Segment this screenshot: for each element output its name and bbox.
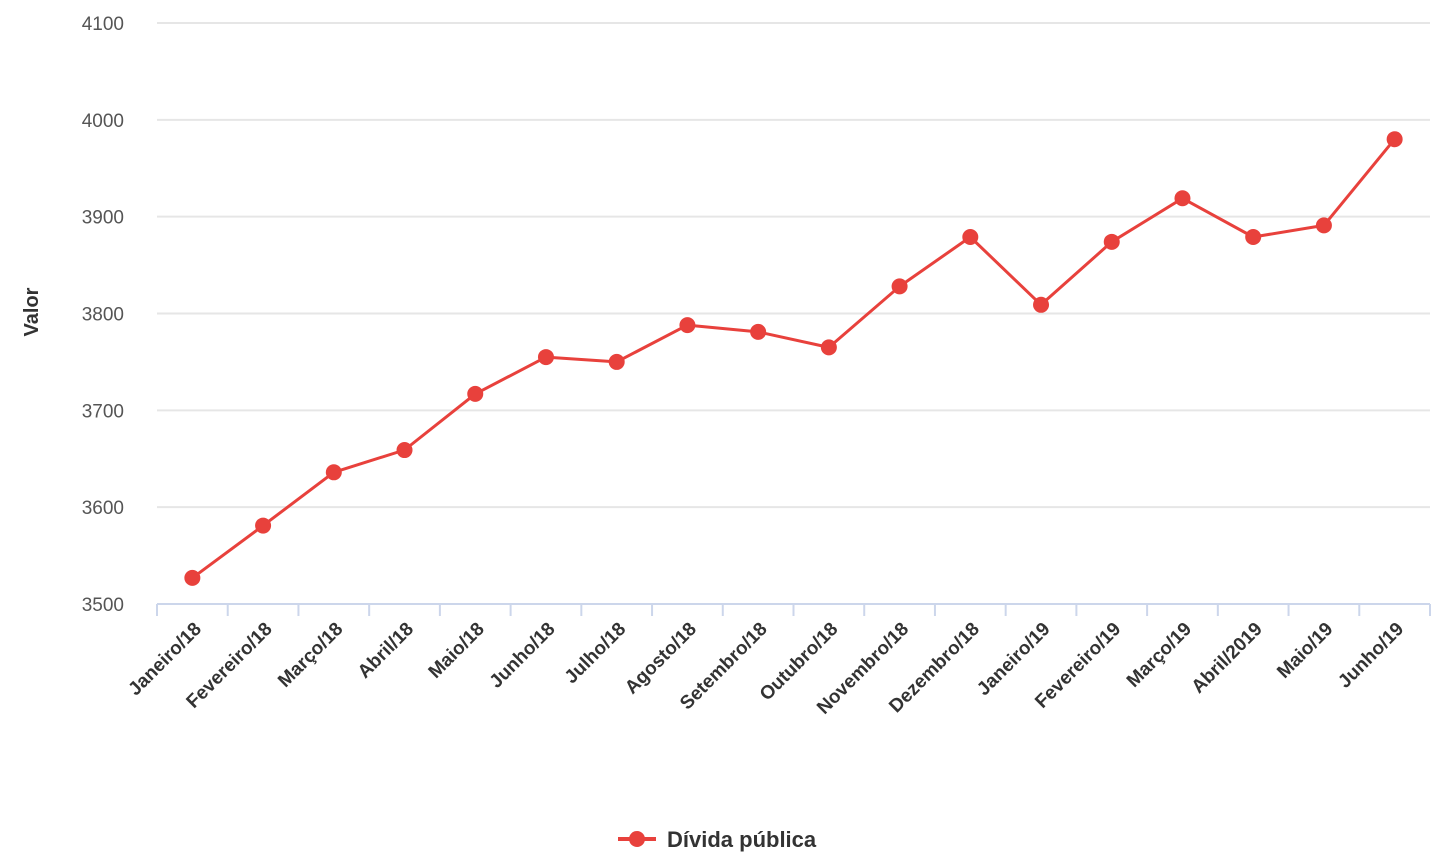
y-tick-label: 3800 (82, 305, 124, 326)
x-tick-label: Abril/18 (354, 619, 418, 683)
data-point (1386, 131, 1403, 148)
series-layer (184, 131, 1403, 586)
y-tick-label: 4100 (82, 14, 124, 35)
legend[interactable]: Dívida pública (618, 827, 817, 852)
data-point (1245, 229, 1262, 246)
data-point (608, 353, 625, 370)
y-tick-label: 3600 (82, 498, 124, 519)
x-tick-label: Março/18 (274, 619, 347, 692)
data-point (325, 464, 342, 481)
data-point (962, 229, 979, 246)
data-point (891, 278, 908, 295)
data-point (750, 323, 767, 340)
data-point (396, 442, 413, 459)
y-axis-ticks: 3500 3600 3700 3800 3900 4000 4100 (82, 14, 124, 616)
y-tick-label: 3900 (82, 208, 124, 229)
y-tick-label: 3500 (82, 595, 124, 616)
y-axis-label: Valor (21, 287, 43, 336)
data-point (467, 385, 484, 402)
data-point (255, 517, 272, 534)
data-point (184, 569, 201, 586)
x-tick-label: Junho/19 (1334, 619, 1408, 693)
y-tick-label: 3700 (82, 401, 124, 422)
series-line (191, 138, 1396, 580)
data-point (820, 339, 837, 356)
x-tick-label: Abril/2019 (1188, 619, 1267, 698)
data-point (1315, 217, 1332, 234)
x-tick-label: Junho/18 (486, 619, 560, 693)
x-tick-label: Março/19 (1123, 619, 1196, 692)
data-point (1103, 233, 1120, 250)
data-point (1174, 190, 1191, 207)
legend-label: Dívida pública (667, 827, 817, 852)
x-tick-label: Maio/19 (1273, 619, 1337, 683)
y-tick-label: 4000 (82, 111, 124, 132)
gridlines (157, 22, 1430, 509)
data-point (537, 349, 554, 366)
data-point (679, 317, 696, 334)
x-tick-label: Julho/18 (561, 619, 630, 688)
data-point (1033, 296, 1050, 313)
legend-dot-marker (629, 831, 645, 847)
x-tick-label: Maio/18 (425, 619, 489, 683)
